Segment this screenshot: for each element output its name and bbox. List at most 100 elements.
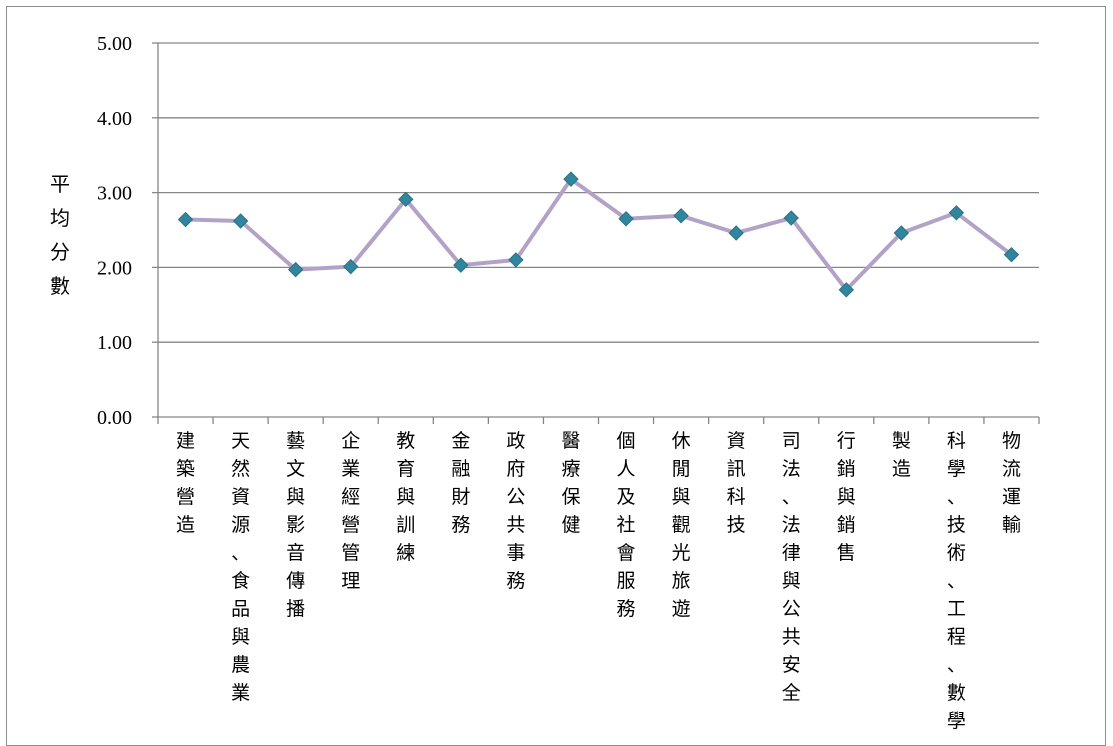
data-point-marker	[783, 210, 799, 226]
x-tick-label-char: 人	[617, 458, 636, 480]
x-tick-label-char: 、	[947, 654, 966, 676]
x-tick-label-char: 務	[506, 570, 525, 592]
x-tick-label-char: 程	[947, 626, 966, 648]
x-tick-label-char: 旅	[672, 570, 691, 592]
x-tick-label-char: 企	[341, 430, 360, 452]
x-tick-label-char: 事	[506, 542, 525, 564]
y-axis-title-char: 數	[50, 274, 70, 298]
x-tick-label-char: 療	[561, 458, 580, 480]
x-tick-label-char: 影	[286, 514, 305, 536]
x-tick-label-char: 輸	[1002, 514, 1021, 536]
x-tick-label-char: 與	[782, 570, 801, 592]
x-tick-label-char: 建	[176, 430, 195, 452]
x-tick-label-char: 銷	[837, 514, 856, 536]
x-tick-label-char: 府	[506, 458, 525, 480]
x-tick-label-char: 品	[231, 598, 250, 620]
x-tick-label-char: 理	[341, 570, 360, 592]
x-tick-label-char: 技	[947, 514, 966, 536]
data-point-marker	[508, 252, 524, 268]
x-tick-label-char: 業	[341, 458, 360, 480]
x-tick-label-char: 藝	[286, 430, 305, 452]
x-tick-label-char: 公	[782, 598, 801, 620]
x-tick-label-char: 政	[506, 430, 525, 452]
x-tick-label-char: 教	[396, 430, 415, 452]
data-point-marker	[673, 208, 689, 224]
x-tick-label-char: 資	[231, 486, 250, 508]
x-tick-label-char: 與	[396, 486, 415, 508]
y-tick-label: 4.00	[97, 108, 132, 130]
x-tick-label-char: 及	[617, 486, 636, 508]
x-tick-label-char: 全	[782, 682, 801, 704]
x-tick-label-char: 、	[947, 570, 966, 592]
data-point-marker	[232, 213, 249, 229]
x-tick-label-char: 音	[286, 542, 305, 564]
x-tick-label-char: 與	[231, 626, 250, 648]
x-tick-label-char: 科	[727, 486, 746, 508]
x-tick-label-char: 休	[672, 430, 691, 452]
x-tick-label-char: 農	[231, 654, 250, 676]
data-point-marker	[398, 191, 414, 208]
x-tick-label-char: 科	[947, 430, 966, 452]
data-point-marker	[838, 282, 854, 298]
x-tick-label-char: 司	[782, 430, 801, 452]
x-tick-label-char: 練	[396, 542, 415, 564]
x-tick-label-char: 遊	[672, 598, 691, 620]
x-tick-label-char: 築	[176, 458, 195, 480]
x-tick-label-char: 管	[341, 542, 360, 564]
x-tick-label-char: 、	[231, 542, 250, 564]
series-line	[183, 177, 1014, 292]
data-point-marker	[287, 261, 304, 278]
data-point-marker	[343, 258, 359, 275]
x-tick-label-char: 光	[672, 542, 691, 564]
x-tick-label-char: 製	[892, 430, 911, 452]
x-tick-label-char: 學	[947, 458, 966, 480]
x-tick-label: 製造	[892, 430, 911, 480]
x-tick-label-char: 運	[1002, 486, 1021, 508]
x-tick-label-char: 觀	[672, 514, 691, 536]
y-tick-label: 3.00	[97, 183, 132, 205]
data-point-marker	[893, 225, 910, 241]
x-tick-label-char: 健	[561, 514, 580, 536]
x-tick-label-char: 數	[947, 682, 966, 704]
x-tick-label-char: 個	[617, 430, 636, 452]
x-tick-label-char: 營	[341, 514, 360, 536]
x-tick-label-char: 流	[1002, 458, 1021, 480]
x-tick-label-char: 共	[506, 514, 525, 536]
x-tick-label-char: 造	[892, 458, 911, 480]
x-tick-label-char: 資	[727, 430, 746, 452]
y-axis-title-char: 平	[50, 172, 70, 196]
x-tick-label-char: 銷	[837, 458, 856, 480]
data-point-marker	[1003, 246, 1020, 263]
x-tick-label-char: 保	[561, 486, 580, 508]
data-point-marker	[563, 171, 579, 187]
y-tick-label: 0.00	[97, 407, 132, 429]
x-tick-label-char: 安	[782, 654, 801, 676]
x-tick-label-char: 與	[672, 486, 691, 508]
x-tick-label-char: 公	[506, 486, 525, 508]
y-axis-title-char: 均	[50, 206, 70, 230]
chart-frame	[6, 6, 1106, 746]
x-tick-label-char: 業	[231, 682, 250, 704]
data-point-marker	[618, 211, 634, 227]
x-tick-label-char: 技	[727, 514, 746, 536]
x-tick-label-char: 經	[341, 486, 360, 508]
x-tick-label-char: 法	[782, 458, 801, 480]
x-tick-label-char: 會	[617, 542, 636, 564]
x-tick-label-char: 閒	[672, 458, 691, 480]
x-tick-label-char: 社	[617, 514, 636, 536]
x-tick-label-char: 共	[782, 626, 801, 648]
y-tick-label: 2.00	[97, 257, 132, 279]
